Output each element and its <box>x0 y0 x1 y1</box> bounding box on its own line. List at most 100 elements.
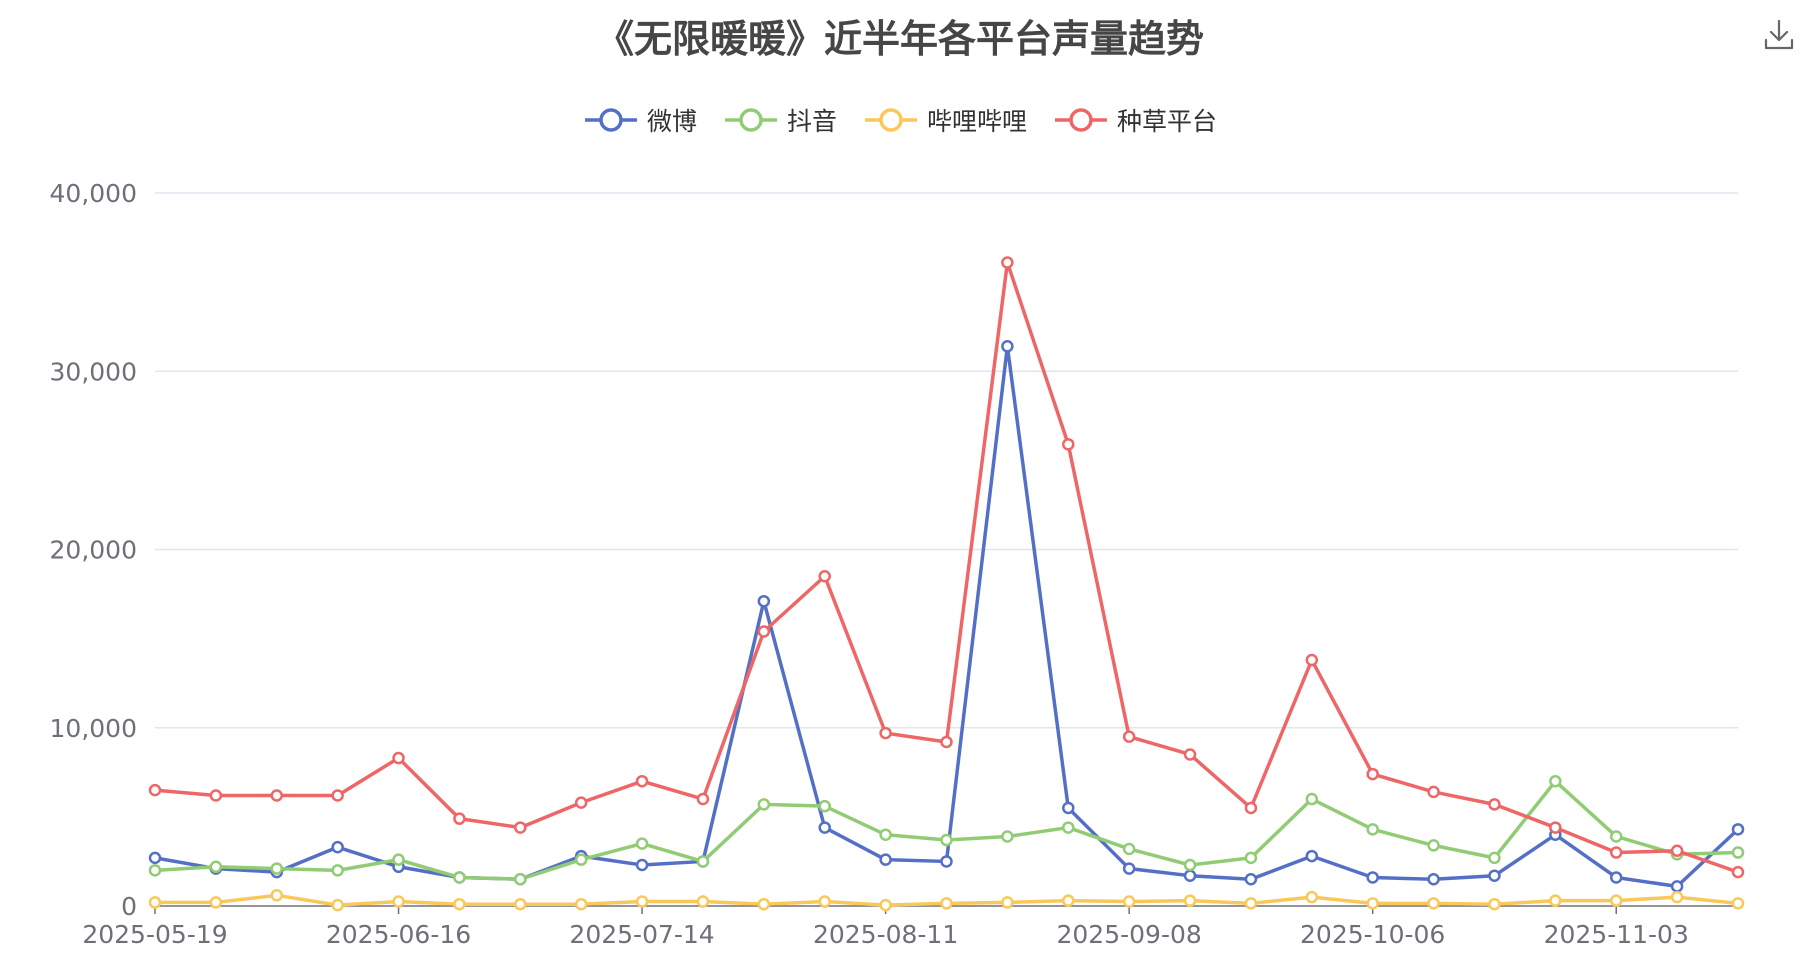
data-point[interactable] <box>1183 894 1197 907</box>
data-point[interactable] <box>757 625 771 638</box>
data-point[interactable] <box>757 897 771 911</box>
data-point[interactable] <box>879 726 892 740</box>
data-point[interactable] <box>940 855 953 868</box>
data-point[interactable] <box>1427 897 1440 910</box>
data-point[interactable] <box>1670 890 1684 904</box>
data-point[interactable] <box>1366 897 1379 910</box>
data-point[interactable] <box>818 821 831 834</box>
data-point[interactable] <box>879 828 892 841</box>
data-point[interactable] <box>1244 801 1258 815</box>
data-point[interactable] <box>1366 823 1379 836</box>
data-point[interactable] <box>574 897 588 911</box>
data-point[interactable] <box>1183 869 1197 882</box>
data-point[interactable] <box>1062 801 1075 815</box>
data-point[interactable] <box>1305 653 1319 667</box>
data-point[interactable] <box>757 594 771 608</box>
data-point[interactable] <box>635 837 649 850</box>
data-point[interactable] <box>1001 340 1014 353</box>
data-point[interactable] <box>818 799 831 813</box>
data-point[interactable] <box>635 858 649 872</box>
data-point[interactable] <box>1488 798 1501 811</box>
data-point[interactable] <box>696 855 710 868</box>
data-point[interactable] <box>1244 897 1258 910</box>
data-point[interactable] <box>1609 871 1623 884</box>
data-point[interactable] <box>1427 873 1440 886</box>
data-point[interactable] <box>1305 849 1319 863</box>
legend-item-1[interactable]: 抖音 <box>723 102 837 138</box>
data-point[interactable] <box>1731 846 1745 859</box>
data-point[interactable] <box>1427 785 1440 799</box>
data-point[interactable] <box>453 897 466 911</box>
data-point[interactable] <box>1183 858 1197 872</box>
data-point[interactable] <box>940 735 953 749</box>
data-point[interactable] <box>148 783 162 797</box>
data-point[interactable] <box>392 895 405 908</box>
data-point[interactable] <box>1549 894 1562 907</box>
data-point[interactable] <box>940 897 953 910</box>
data-point[interactable] <box>635 774 649 788</box>
data-point[interactable] <box>1122 730 1136 743</box>
data-point[interactable] <box>574 796 588 809</box>
data-point[interactable] <box>940 833 953 847</box>
data-point[interactable] <box>148 851 162 865</box>
data-point[interactable] <box>1731 823 1745 836</box>
data-point[interactable] <box>1122 895 1136 908</box>
data-point[interactable] <box>209 896 223 909</box>
data-point[interactable] <box>331 898 344 912</box>
data-point[interactable] <box>148 896 162 909</box>
data-point[interactable] <box>209 860 223 874</box>
data-point[interactable] <box>696 895 710 908</box>
data-point[interactable] <box>635 895 649 908</box>
data-point[interactable] <box>1305 890 1319 904</box>
legend-item-2[interactable]: 哔哩哔哩 <box>863 102 1027 138</box>
download-icon[interactable] <box>1762 18 1796 52</box>
data-point[interactable] <box>757 798 771 811</box>
data-point[interactable] <box>818 895 831 908</box>
data-point[interactable] <box>574 853 588 866</box>
data-point[interactable] <box>696 792 710 806</box>
data-point[interactable] <box>514 897 527 911</box>
data-point[interactable] <box>1549 821 1562 834</box>
data-point[interactable] <box>1122 842 1136 856</box>
data-point[interactable] <box>148 864 162 877</box>
data-point[interactable] <box>1549 774 1562 788</box>
data-point[interactable] <box>1001 896 1014 909</box>
data-point[interactable] <box>1122 862 1136 875</box>
data-point[interactable] <box>209 789 223 802</box>
data-point[interactable] <box>1488 869 1501 882</box>
data-point[interactable] <box>879 898 892 912</box>
data-point[interactable] <box>1731 897 1745 910</box>
data-point[interactable] <box>1427 839 1440 852</box>
data-point[interactable] <box>1062 894 1075 907</box>
data-point[interactable] <box>1001 830 1014 843</box>
data-point[interactable] <box>270 889 284 902</box>
data-point[interactable] <box>514 821 527 834</box>
data-point[interactable] <box>1183 748 1197 761</box>
data-point[interactable] <box>331 789 344 802</box>
data-point[interactable] <box>392 853 405 866</box>
data-point[interactable] <box>270 789 284 802</box>
data-point[interactable] <box>270 862 284 875</box>
data-point[interactable] <box>1062 821 1075 834</box>
data-point[interactable] <box>1366 767 1379 781</box>
legend-item-3[interactable]: 种草平台 <box>1053 102 1217 138</box>
data-point[interactable] <box>453 812 466 825</box>
legend-item-0[interactable]: 微博 <box>583 102 697 138</box>
data-point[interactable] <box>818 569 831 583</box>
data-point[interactable] <box>1670 880 1684 893</box>
data-point[interactable] <box>1488 897 1501 911</box>
data-point[interactable] <box>331 864 344 877</box>
data-point[interactable] <box>1305 792 1319 806</box>
data-point[interactable] <box>1488 851 1501 865</box>
data-point[interactable] <box>1244 873 1258 886</box>
data-point[interactable] <box>1731 865 1745 879</box>
data-point[interactable] <box>514 873 527 886</box>
data-point[interactable] <box>879 853 892 866</box>
data-point[interactable] <box>453 871 466 884</box>
data-point[interactable] <box>392 751 405 765</box>
data-point[interactable] <box>1609 894 1623 907</box>
data-point[interactable] <box>1670 844 1684 857</box>
data-point[interactable] <box>1609 846 1623 859</box>
data-point[interactable] <box>1609 830 1623 843</box>
data-point[interactable] <box>1062 438 1075 451</box>
